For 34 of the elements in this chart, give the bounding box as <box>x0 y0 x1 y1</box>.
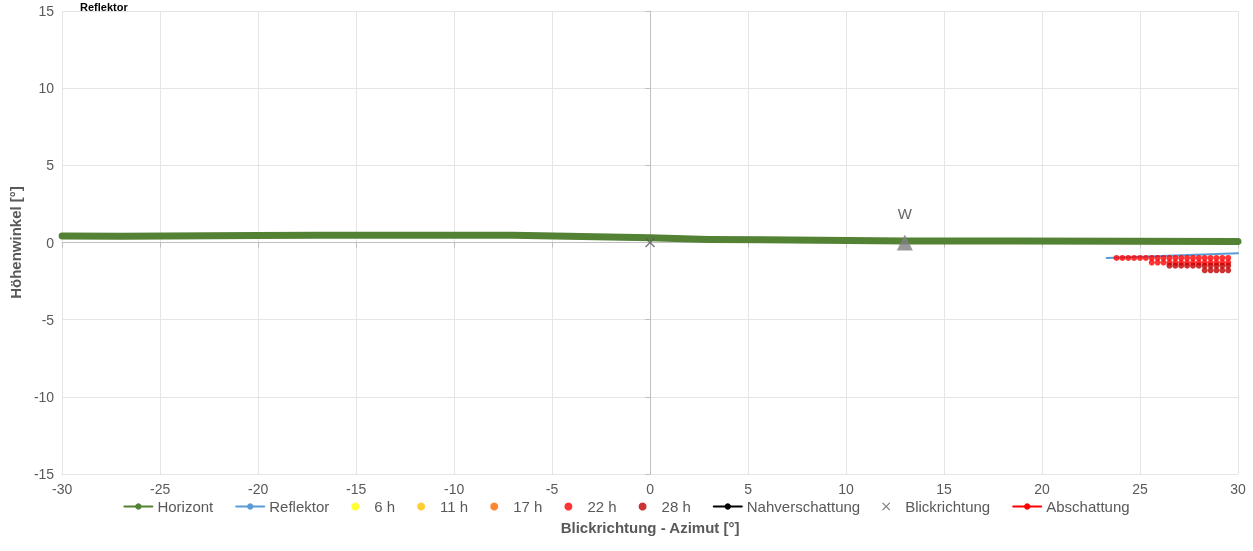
y-tick-label: 0 <box>46 234 55 251</box>
x-tick-label: -10 <box>443 481 465 497</box>
x-tick-label: 20 <box>1034 481 1051 497</box>
x-tick-label: 10 <box>838 481 855 497</box>
legend-label: 22 h <box>587 498 617 515</box>
legend-label: Blickrichtung <box>905 498 991 515</box>
annotation: W <box>897 204 913 222</box>
y-tick-label: 10 <box>38 80 55 97</box>
legend-label: 28 h <box>661 498 691 515</box>
x-axis-title: Blickrichtung - Azimut [°] <box>560 519 740 536</box>
y-axis-title: Höhenwinkel [°] <box>7 186 24 299</box>
legend-label: 17 h <box>513 498 543 515</box>
x-tick-label: 15 <box>936 481 953 497</box>
x-tick-label: 25 <box>1132 481 1149 497</box>
x-tick-label: -5 <box>545 481 559 497</box>
y-tick-label: 15 <box>38 3 55 19</box>
annotation: Reflektor <box>80 0 129 13</box>
y-tick-label: -15 <box>33 466 55 482</box>
x-tick-label: -25 <box>150 481 171 497</box>
x-tick-label: -30 <box>52 481 73 497</box>
legend-label: 6 h <box>374 498 396 515</box>
legend-label: Abschattung <box>1046 498 1130 515</box>
y-tick-label: -10 <box>33 388 55 405</box>
x-tick-label: -15 <box>345 481 367 497</box>
legend-label: 11 h <box>440 498 469 515</box>
legend-label: Reflektor <box>269 498 330 515</box>
y-tick-label: 5 <box>46 157 55 174</box>
x-tick-label: 30 <box>1230 481 1246 497</box>
x-tick-label: 0 <box>646 481 655 497</box>
y-tick-label: -5 <box>41 311 55 328</box>
legend-label: Nahverschattung <box>746 498 861 515</box>
x-tick-label: 5 <box>744 481 753 497</box>
legend-label: Horizont <box>157 498 215 515</box>
x-tick-label: -20 <box>247 481 269 497</box>
